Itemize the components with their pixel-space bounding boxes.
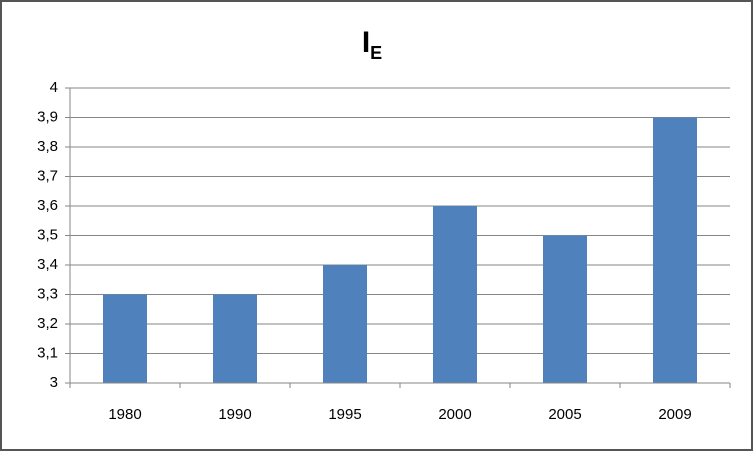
y-tick-label: 3,4 <box>37 256 58 273</box>
bar <box>323 265 367 383</box>
bar <box>433 206 477 383</box>
x-tick-label: 2009 <box>658 406 691 423</box>
x-tick-label: 1980 <box>108 406 141 423</box>
bar <box>103 294 147 383</box>
y-tick-label: 3,7 <box>37 167 58 184</box>
chart-title-main: I <box>362 26 370 59</box>
y-tick-label: 3,3 <box>37 285 58 302</box>
y-tick-label: 3 <box>50 374 58 391</box>
y-tick-label: 4 <box>50 79 58 96</box>
chart-title: IE <box>362 26 382 63</box>
chart-title-subscript: E <box>370 43 382 63</box>
bar <box>543 235 587 383</box>
y-tick-label: 3,5 <box>37 226 58 243</box>
x-tick-label: 1995 <box>328 406 361 423</box>
bar <box>213 294 257 383</box>
x-tick-label: 1990 <box>218 406 251 423</box>
y-tick-label: 3,6 <box>37 197 58 214</box>
x-tick-label: 2000 <box>438 406 471 423</box>
y-tick-label: 3,2 <box>37 315 58 332</box>
y-tick-label: 3,1 <box>37 344 58 361</box>
y-tick-label: 3,8 <box>37 138 58 155</box>
bar <box>653 117 697 383</box>
x-tick-label: 2005 <box>548 406 581 423</box>
y-tick-label: 3,9 <box>37 108 58 125</box>
